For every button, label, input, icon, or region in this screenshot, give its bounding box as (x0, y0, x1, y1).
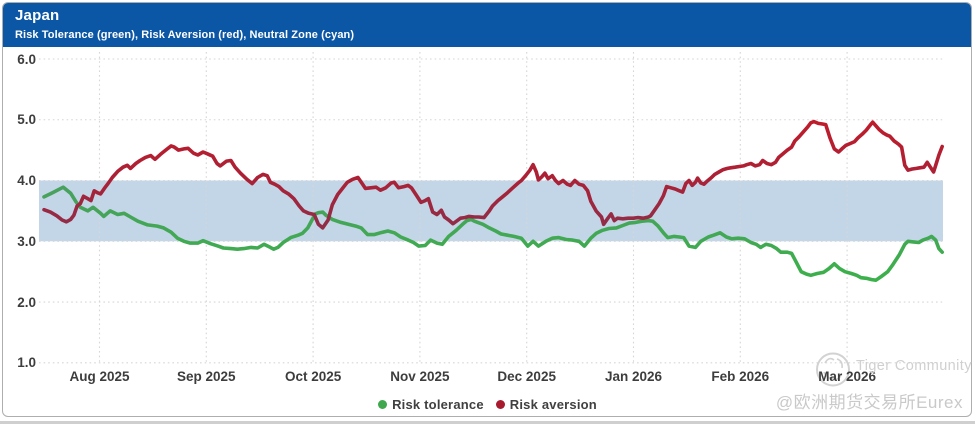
x-axis-label: Nov 2025 (390, 369, 450, 384)
legend-dot-green-icon (378, 400, 388, 409)
window-edge-shadow (0, 421, 975, 424)
y-axis-label: 4.0 (17, 173, 36, 189)
x-axis-label: Mar 2026 (818, 369, 876, 384)
chart-legend: Risk tolerance Risk aversion (0, 397, 975, 412)
x-axis-label: Dec 2025 (497, 369, 556, 384)
x-axis-label: Oct 2025 (284, 369, 342, 384)
legend-label-risk-tolerance: Risk tolerance (392, 397, 484, 412)
card-header: Japan Risk Tolerance (green), Risk Avers… (3, 3, 971, 47)
tiger-logo-icon (816, 352, 850, 387)
y-axis-label: 2.0 (17, 294, 36, 310)
legend-dot-red-icon (495, 400, 505, 409)
page-title: Japan (15, 7, 60, 24)
x-axis-label: Feb 2026 (711, 369, 770, 384)
watermark-handle: @欧洲期货交易所Eurex (775, 393, 963, 412)
risk-tolerance-line (42, 185, 945, 283)
x-axis-label: Aug 2025 (69, 369, 130, 384)
y-axis-label: 1.0 (17, 355, 36, 371)
watermark-brand: Tiger Community (856, 358, 972, 374)
x-axis-label: Sep 2025 (177, 369, 236, 384)
x-axis-label: Jan 2026 (604, 369, 663, 384)
legend-label-risk-aversion: Risk aversion (509, 397, 597, 412)
risk-aversion-line (42, 119, 945, 230)
legend-item-risk-tolerance: Risk tolerance (378, 397, 484, 412)
card-subtitle: Risk Tolerance (green), Risk Aversion (r… (15, 29, 355, 41)
y-axis-label: 5.0 (17, 112, 36, 128)
legend-item-risk-aversion: Risk aversion (495, 397, 597, 412)
y-axis-label: 6.0 (17, 51, 36, 67)
y-axis-label: 3.0 (17, 233, 36, 249)
